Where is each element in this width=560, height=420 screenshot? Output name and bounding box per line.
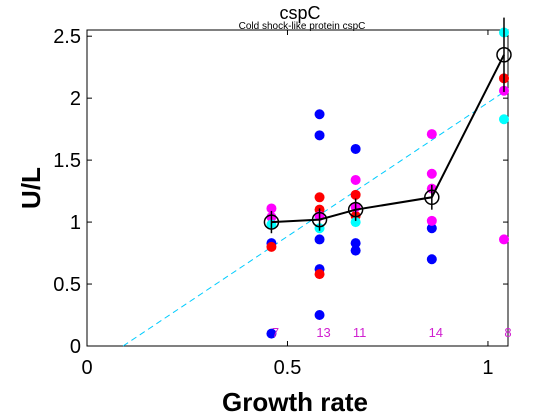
data-point-red [350, 189, 361, 200]
data-point-blue [426, 254, 437, 265]
data-point-blue [314, 109, 325, 120]
data-point-magenta [498, 234, 509, 245]
data-point-blue [314, 130, 325, 141]
x-tick-label: 0 [81, 357, 92, 379]
data-point-magenta [426, 168, 437, 179]
data-point-red [314, 269, 325, 280]
data-point-magenta [426, 215, 437, 226]
y-tick-label: 1 [70, 212, 81, 234]
mean-marker [311, 211, 328, 228]
data-point-blue [350, 143, 361, 154]
data-point-magenta [266, 203, 277, 214]
chart-subtitle: Cold shock-like protein cspC [239, 21, 366, 32]
x-tick-label: 1 [482, 357, 493, 379]
count-label: 8 [504, 325, 511, 340]
data-point-magenta [426, 129, 437, 140]
x-axis-title: Growth rate [222, 387, 368, 417]
mean-marker [424, 189, 440, 206]
data-point-blue [350, 245, 361, 256]
count-label: 14 [429, 325, 443, 340]
y-axis-title: U/L [16, 167, 46, 209]
data-point-blue [426, 223, 437, 234]
mean-marker [263, 214, 280, 230]
y-tick-label: 2.5 [53, 26, 81, 48]
y-tick-label: 0.5 [53, 274, 81, 296]
y-tick-label: 1.5 [53, 150, 81, 172]
count-label: 13 [316, 325, 330, 340]
data-point-blue [266, 328, 277, 339]
plot-area: 0 0.5 1 0 0.5 1 1.5 2 2.5 7 13 11 14 8 [53, 17, 512, 379]
data-point-blue [350, 238, 361, 249]
y-tick-label: 0 [70, 336, 81, 358]
count-label: 11 [353, 325, 367, 340]
data-point-blue [314, 234, 325, 245]
axes-box [86, 29, 509, 347]
x-tick-label: 0.5 [274, 357, 302, 379]
data-point-cyan [350, 217, 361, 228]
count-label: 7 [272, 325, 279, 340]
mean-marker [496, 47, 512, 63]
data-point-magenta [350, 174, 361, 185]
data-point-cyan [498, 114, 509, 125]
data-point-red [314, 192, 325, 203]
fit-line [122, 91, 505, 347]
data-point-red [266, 241, 277, 252]
y-tick-label: 2 [70, 88, 81, 110]
chart-title: cspC [279, 3, 320, 23]
mean-line [271, 54, 505, 224]
mean-marker [347, 201, 364, 218]
data-point-blue [314, 310, 325, 321]
